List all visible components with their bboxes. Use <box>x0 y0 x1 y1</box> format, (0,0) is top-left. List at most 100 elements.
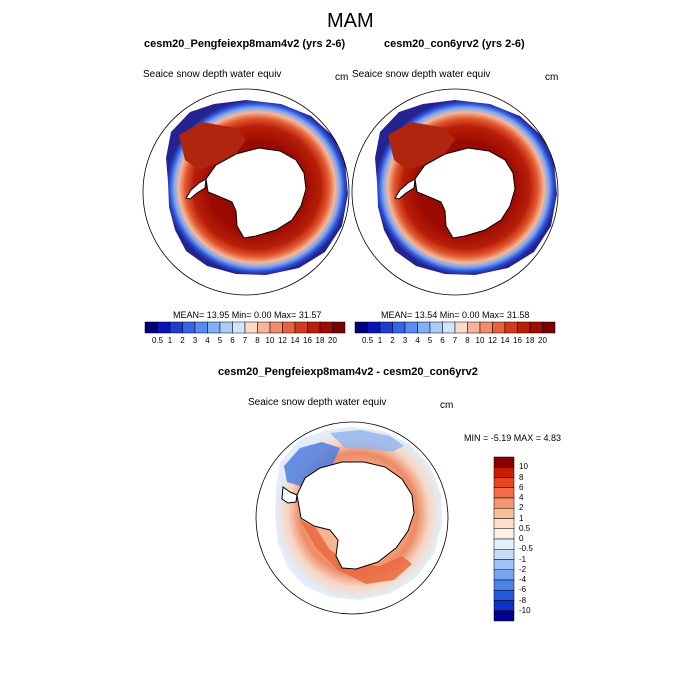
colorbar-swatch <box>493 467 515 478</box>
negative-anomaly-pacific <box>330 430 404 452</box>
colorbar-swatch <box>493 600 515 611</box>
colorbar-swatch <box>493 549 515 560</box>
colorbar-swatch <box>493 477 515 488</box>
colorbar-swatch <box>467 321 481 334</box>
colorbar-swatch <box>529 321 543 334</box>
map-panel-2 <box>351 88 559 296</box>
colorbar-tick-label: 1 <box>377 336 383 345</box>
page-title: MAM <box>327 10 374 32</box>
antarctic-peninsula <box>281 486 298 504</box>
colorbar-swatch <box>492 321 506 334</box>
colorbar-swatch <box>354 321 368 334</box>
colorbar-tick-label: 5 <box>217 336 223 345</box>
colorbar-tick-label: 0.5 <box>151 336 164 345</box>
map-boundary <box>351 88 559 296</box>
colorbar-swatch <box>442 321 456 334</box>
colorbar-swatch <box>493 487 515 499</box>
colorbar-swatch <box>493 518 515 529</box>
panel-3-stats: MIN = -5.19 MAX = 4.83 <box>464 433 562 443</box>
panel-1-variable: Seaice snow depth water equiv <box>143 69 282 80</box>
colorbar-swatch <box>493 528 515 540</box>
colorbar-diff <box>493 456 515 622</box>
colorbar-tick-label: 8 <box>519 472 524 482</box>
colorbar-tick-label: 10 <box>519 462 528 472</box>
colorbar-tick-label: 10 <box>475 336 485 345</box>
colorbar-tick-label: -1 <box>519 554 527 564</box>
colorbar-tick-label: 16 <box>303 336 312 345</box>
panel-1-title: cesm20_Pengfeiexp8mam4v2 (yrs 2-6) <box>144 38 346 50</box>
colorbar-swatch <box>479 321 493 334</box>
colorbar-tick-label: 18 <box>315 336 325 345</box>
colorbar-tick-label: 8 <box>255 336 260 345</box>
colorbar-swatch <box>269 321 283 334</box>
colorbar-tick-label: 16 <box>513 336 522 345</box>
panel-3-variable: Seaice snow depth water equiv <box>248 397 387 408</box>
colorbar-swatch <box>493 590 515 601</box>
colorbar-tick-label: 14 <box>290 336 300 345</box>
antarctic-peninsula <box>185 178 207 200</box>
colorbar-tick-label: 10 <box>265 336 275 345</box>
colorbar-tick-label: 20 <box>328 336 337 345</box>
colorbar-swatch <box>379 321 393 334</box>
colorbar-swatch <box>493 508 515 519</box>
colorbar-tick-label: -6 <box>519 585 527 595</box>
colorbar-tick-label: 7 <box>242 336 248 345</box>
colorbar-swatch <box>493 497 515 509</box>
colorbar-swatch <box>332 321 346 334</box>
colorbar-swatch <box>542 321 556 334</box>
panel-2-title: cesm20_con6yrv2 (yrs 2-6) <box>384 38 525 50</box>
colorbar-swatch <box>493 559 515 570</box>
colorbar-tick-label: 4 <box>415 336 420 345</box>
colorbar-swatch <box>257 321 271 334</box>
colorbar-swatch <box>182 321 196 334</box>
colorbar-swatch <box>493 569 515 581</box>
colorbar-tick-label: 1 <box>167 336 173 345</box>
colorbar-tick-label: 2 <box>180 336 185 345</box>
colorbar-tick-label: 1 <box>519 513 524 523</box>
colorbar-swatch <box>194 321 208 334</box>
colorbar-panel-2 <box>354 321 556 334</box>
colorbar-tick-label: 4 <box>205 336 210 345</box>
colorbar-tick-label: 14 <box>500 336 510 345</box>
colorbar-swatch <box>367 321 381 334</box>
colorbar-swatch <box>294 321 308 334</box>
panel-3-units: cm <box>440 400 454 411</box>
colorbar-swatch <box>157 321 171 334</box>
positive-anomaly-ross <box>300 520 412 584</box>
warm-weddell-sea <box>179 122 246 170</box>
colorbar-tick-label: 12 <box>488 336 497 345</box>
colorbar-swatch <box>144 321 158 334</box>
colorbar-tick-label: -0.5 <box>519 544 533 554</box>
antarctica-landmass <box>414 147 516 239</box>
colorbar-swatch <box>319 321 333 334</box>
colorbar-tick-label: 0.5 <box>361 336 374 345</box>
negative-anomaly-weddell <box>284 442 340 486</box>
colorbar-tick-label: 2 <box>519 503 524 513</box>
panel-3-title: cesm20_Pengfeiexp8mam4v2 - cesm20_con6yr… <box>218 366 478 378</box>
colorbar-swatch <box>282 321 296 334</box>
colorbar-tick-label: 12 <box>278 336 287 345</box>
colorbar-swatch <box>232 321 246 334</box>
colorbar-swatch <box>219 321 233 334</box>
colorbar-panel-1 <box>144 321 346 334</box>
colorbar-tick-label: -10 <box>519 605 531 615</box>
colorbar-tick-label: 6 <box>440 336 445 345</box>
colorbar-swatch <box>517 321 531 334</box>
colorbar-swatch <box>307 321 321 334</box>
map-boundary <box>255 421 449 615</box>
colorbar-swatch <box>493 456 515 468</box>
panel-2-units: cm <box>545 72 559 83</box>
colorbar-swatch <box>392 321 406 334</box>
colorbar-tick-label: 6 <box>519 482 524 492</box>
antarctica-landmass <box>205 147 307 239</box>
colorbar-tick-label: 2 <box>390 336 395 345</box>
colorbar-tick-label: 0 <box>519 534 524 543</box>
antarctic-peninsula <box>394 178 416 200</box>
colorbar-tick-label: -2 <box>519 564 527 574</box>
colorbar-tick-label: 18 <box>525 336 535 345</box>
map-panel-diff <box>255 421 449 615</box>
panel-1-units: cm <box>335 72 349 83</box>
colorbar-tick-label: 3 <box>402 336 408 345</box>
map-boundary <box>142 88 350 296</box>
